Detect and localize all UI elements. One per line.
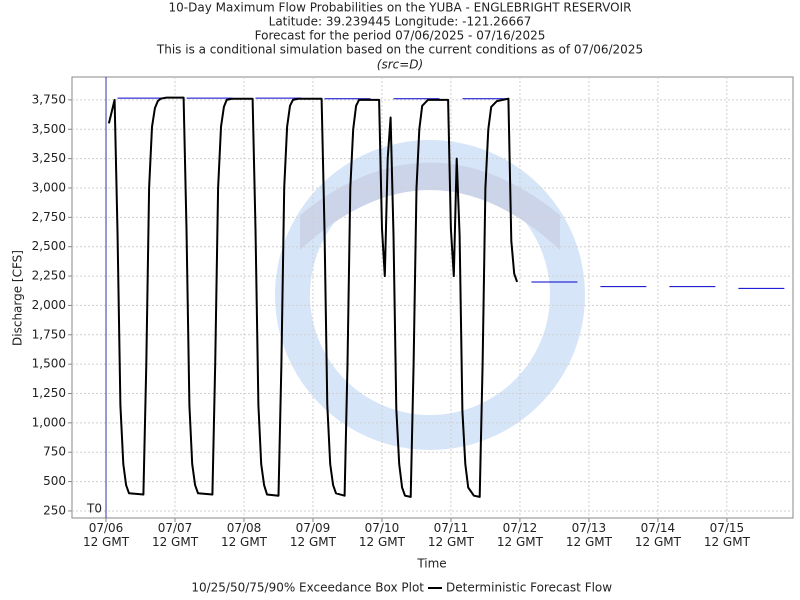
subtitle: Forecast for the period 07/06/2025 - 07/…	[255, 29, 546, 43]
y-tick-label: 1,750	[32, 327, 66, 341]
x-tick-label: 07/11 12 GMT	[428, 521, 475, 549]
forecast-line	[107, 96, 519, 498]
y-tick-label: 750	[43, 445, 66, 459]
y-tick-label: 1,250	[32, 386, 66, 400]
y-tick-label: 250	[43, 503, 66, 517]
y-tick-label: 3,000	[32, 180, 66, 194]
x-tick-label: 07/08 12 GMT	[221, 521, 268, 549]
y-tick-label: 2,000	[32, 298, 66, 312]
watermark	[275, 140, 585, 450]
y-tick-label: 2,750	[32, 210, 66, 224]
legend-label: Deterministic Forecast Flow	[446, 581, 612, 595]
y-tick-label: 500	[43, 474, 66, 488]
t0-label: T0	[86, 502, 102, 516]
y-tick-label: 2,250	[32, 269, 66, 283]
subtitle: (src=D)	[377, 58, 423, 72]
y-axis-label: Discharge [CFS]	[11, 250, 25, 346]
x-tick-label: 07/09 12 GMT	[290, 521, 337, 549]
x-tick-label: 07/12 12 GMT	[497, 521, 544, 549]
x-tick-label: 07/15 12 GMT	[704, 521, 751, 549]
x-tick-label: 07/14 12 GMT	[635, 521, 682, 549]
legend-label: 10/25/50/75/90% Exceedance Box Plot	[191, 581, 424, 595]
y-tick-label: 1,000	[32, 415, 66, 429]
y-tick-label: 1,500	[32, 357, 66, 371]
y-tick-label: 3,500	[32, 122, 66, 136]
subtitle: Latitude: 39.239445 Longitude: -121.2666…	[269, 15, 532, 29]
x-tick-label: 07/07 12 GMT	[152, 521, 199, 549]
y-tick-label: 3,250	[32, 151, 66, 165]
chart-title: 10-Day Maximum Flow Probabilities on the…	[169, 1, 632, 15]
x-tick-label: 07/13 12 GMT	[566, 521, 613, 549]
x-axis-label: Time	[416, 557, 446, 571]
x-tick-label: 07/06 12 GMT	[83, 521, 130, 549]
y-tick-label: 2,500	[32, 239, 66, 253]
x-tick-label: 07/10 12 GMT	[359, 521, 406, 549]
y-tick-label: 3,750	[32, 92, 66, 106]
subtitle: This is a conditional simulation based o…	[156, 43, 643, 57]
